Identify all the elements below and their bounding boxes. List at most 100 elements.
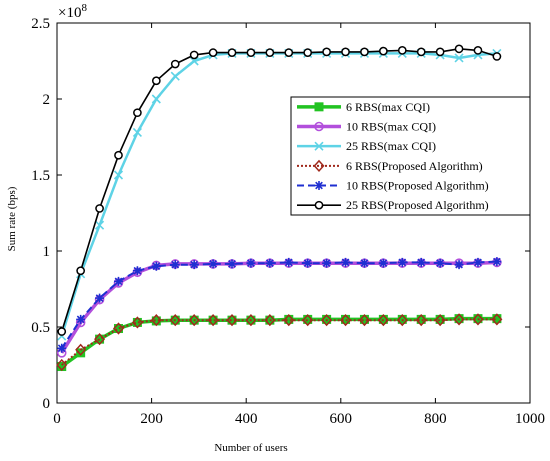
legend-marker <box>314 181 324 190</box>
data-point <box>492 257 502 267</box>
data-point <box>491 313 503 326</box>
legend: 6 RBS(max CQI) 10 RBS(max CQI) 25 RBS(max … <box>290 96 531 216</box>
legend-marker <box>314 200 324 210</box>
data-point <box>340 314 352 327</box>
data-point <box>227 259 237 269</box>
x-tick-label: 800 <box>424 411 447 427</box>
data-point <box>341 47 350 57</box>
legend-label: 10 RBS(max CQI) <box>346 120 436 134</box>
data-point <box>454 53 464 63</box>
data-point <box>207 314 219 327</box>
data-point <box>397 46 407 55</box>
legend-marker <box>313 159 325 172</box>
data-point <box>76 314 86 324</box>
data-point <box>95 204 104 213</box>
data-point <box>360 47 369 57</box>
legend-label: 25 RBS(max CQI) <box>346 139 436 153</box>
data-point <box>226 314 238 327</box>
legend-marker <box>314 121 324 132</box>
legend-label: 10 RBS(Proposed Algorithm) <box>346 179 489 193</box>
series-4 <box>56 313 503 372</box>
data-point <box>454 44 464 54</box>
series-5 <box>57 257 502 353</box>
data-point <box>95 293 105 303</box>
data-point <box>379 46 388 56</box>
data-point <box>396 314 408 327</box>
series-layer <box>56 44 503 372</box>
data-point <box>151 76 161 86</box>
data-point <box>322 47 331 57</box>
y-tick-label: 1 <box>43 244 51 260</box>
data-point <box>169 314 181 327</box>
data-point <box>95 220 105 230</box>
data-point <box>265 258 275 268</box>
data-point <box>264 314 276 327</box>
legend-entry: 6 RBS(Proposed Algorithm) <box>297 159 483 173</box>
data-point <box>246 258 256 268</box>
data-point <box>245 314 257 327</box>
data-point <box>284 48 294 57</box>
data-point <box>170 59 180 69</box>
data-point <box>377 314 389 327</box>
y-tick-label: 2.5 <box>31 16 50 32</box>
data-point <box>151 261 161 271</box>
data-point <box>359 258 369 268</box>
y-multiplier-base: ×10 <box>58 5 81 21</box>
data-point <box>321 314 333 327</box>
x-tick-label: 200 <box>140 411 163 427</box>
data-point <box>113 170 124 180</box>
y-tick-label: 1.5 <box>31 168 50 184</box>
legend-entry: 6 RBS(max CQI) <box>297 100 430 114</box>
legend-marker <box>314 141 324 151</box>
y-axis-label: Sum rate (bps) <box>6 186 18 251</box>
data-point <box>57 343 67 353</box>
data-point <box>113 276 123 286</box>
data-point <box>150 314 162 327</box>
data-point <box>189 260 199 270</box>
legend-box <box>290 96 531 216</box>
data-point <box>435 258 445 268</box>
legend-entry: 10 RBS(max CQI) <box>297 120 436 134</box>
data-point <box>453 313 465 326</box>
x-tick-label: 0 <box>53 411 61 427</box>
x-tick-label: 1000 <box>515 411 545 427</box>
x-axis-label: Number of users <box>214 442 287 454</box>
data-point <box>112 322 124 335</box>
data-point <box>132 266 142 276</box>
data-point <box>246 48 256 57</box>
data-point <box>341 257 351 267</box>
data-point <box>265 48 275 57</box>
y-tick-label: 0.5 <box>31 320 50 336</box>
legend-label: 6 RBS(Proposed Algorithm) <box>346 159 483 173</box>
data-point <box>131 316 143 329</box>
y-multiplier-exponent: 8 <box>81 2 87 14</box>
data-point <box>114 150 123 160</box>
data-point <box>284 257 294 267</box>
data-point <box>397 257 407 267</box>
data-point <box>76 266 86 276</box>
data-point <box>151 94 161 104</box>
data-point <box>188 314 200 327</box>
data-point <box>170 71 180 81</box>
x-tick-label: 600 <box>330 411 353 427</box>
legend-entry: 25 RBS(Proposed Algorithm) <box>297 198 489 212</box>
legend-label: 25 RBS(Proposed Algorithm) <box>346 198 489 212</box>
legend-marker <box>314 102 324 112</box>
ticks: 0 200 400 600 800 1000 0 0.5 1 1.5 2 2.5 <box>31 16 545 427</box>
data-point <box>57 327 67 336</box>
data-point <box>94 333 106 346</box>
data-point <box>492 52 502 61</box>
data-point <box>472 313 484 326</box>
data-point <box>303 48 313 57</box>
legend-label: 6 RBS(max CQI) <box>346 100 430 114</box>
data-point <box>473 257 483 267</box>
data-point <box>416 257 426 267</box>
legend-entry: 10 RBS(Proposed Algorithm) <box>297 179 489 193</box>
data-point <box>434 314 446 327</box>
y-tick-label: 0 <box>43 396 51 412</box>
data-point <box>454 260 464 270</box>
x-tick-label: 400 <box>235 411 258 427</box>
data-point <box>435 47 445 57</box>
y-multiplier-label: ×108 <box>58 2 87 21</box>
data-point <box>415 314 427 327</box>
